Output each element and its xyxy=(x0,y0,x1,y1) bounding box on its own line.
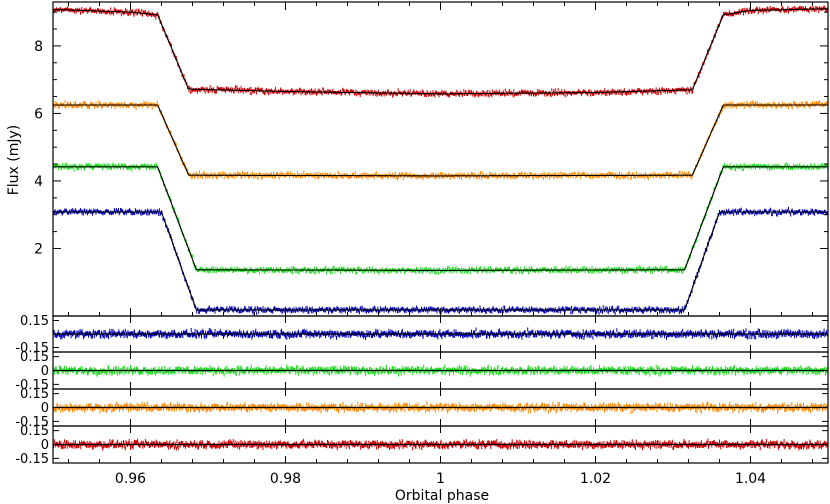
residual-2-ytick-label: -0.15 xyxy=(15,415,49,430)
axes-layer: 0.15-0.150.150-0.150.150-0.150.150-0.152… xyxy=(15,1,829,487)
residual-1-ytick-label: 0 xyxy=(41,364,49,379)
main-ytick-label: 2 xyxy=(34,241,43,257)
residual-1-ytick-label: 0.15 xyxy=(20,350,49,365)
series-0-model xyxy=(52,8,828,95)
main-ytick-label: 6 xyxy=(34,106,43,122)
x-tick-label: 0.96 xyxy=(115,471,146,487)
series-0-points xyxy=(52,5,829,98)
series-3-points xyxy=(52,206,829,315)
residual-3-ytick-label: 0 xyxy=(41,438,49,453)
series-1-model xyxy=(53,104,828,177)
x-axis-label: Orbital phase xyxy=(395,488,489,504)
series-2-model xyxy=(53,166,828,271)
x-tick-label: 1 xyxy=(436,471,445,487)
residual-3-ytick-label: 0.15 xyxy=(20,424,49,439)
series-2-points xyxy=(52,162,829,275)
residual-3-ytick-label: -0.15 xyxy=(15,452,49,467)
residual-0-ytick-label: 0.15 xyxy=(20,314,49,329)
series-3-model xyxy=(53,211,828,311)
main-ytick-label: 8 xyxy=(34,39,43,55)
series-1-points xyxy=(52,100,829,181)
x-tick-label: 0.98 xyxy=(270,471,301,487)
main-ytick-label: 4 xyxy=(34,174,43,190)
x-tick-label: 1.02 xyxy=(580,471,611,487)
series-layer xyxy=(52,5,829,451)
main-frame xyxy=(52,1,829,317)
residual-1-ytick-label: -0.15 xyxy=(15,378,49,393)
x-tick-label: 1.04 xyxy=(735,471,766,487)
residual-0-ytick-label: -0.15 xyxy=(15,341,49,356)
y-axis-label: Flux (mJy) xyxy=(6,125,22,196)
residual-2-ytick-label: 0 xyxy=(41,401,49,416)
residual-2-ytick-label: 0.15 xyxy=(20,387,49,402)
